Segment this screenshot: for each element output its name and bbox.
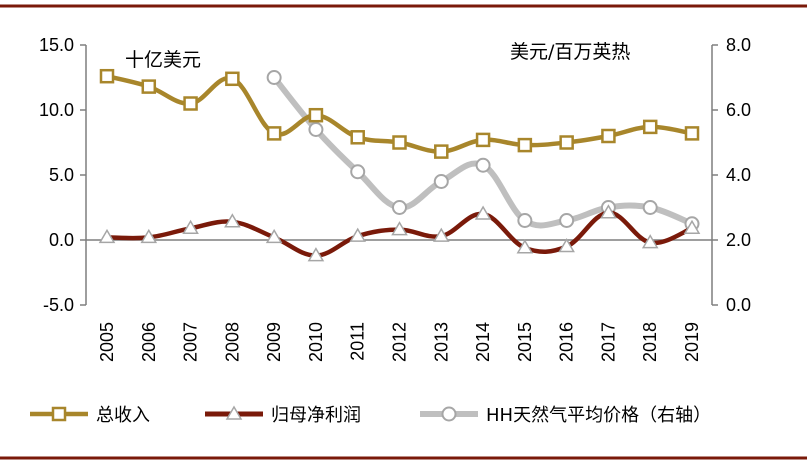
series-1-point bbox=[642, 119, 658, 135]
x-axis-tick-label: 2007 bbox=[181, 322, 201, 362]
series-3-point bbox=[308, 122, 324, 137]
x-axis-tick-label: 2015 bbox=[515, 322, 535, 362]
series-2-point bbox=[641, 234, 659, 249]
legend-label: HH天然气平均价格（右轴） bbox=[486, 405, 711, 426]
series-layer bbox=[98, 68, 701, 262]
series-2-point bbox=[265, 228, 283, 244]
x-axis-tick-label: 2017 bbox=[598, 322, 618, 362]
series-2-point bbox=[558, 238, 575, 253]
series-1-point bbox=[308, 107, 324, 123]
x-axis-tick-label: 2005 bbox=[97, 322, 117, 362]
left-axis-tick-label: 5.0 bbox=[49, 165, 74, 185]
series-3-point bbox=[350, 164, 366, 180]
series-1-point bbox=[601, 128, 616, 144]
series-2-point bbox=[98, 228, 116, 244]
series-2-point bbox=[349, 227, 367, 242]
x-axis-tick-label: 2009 bbox=[264, 322, 284, 362]
series-1-point bbox=[559, 135, 574, 150]
left-axis-tick-label: 10.0 bbox=[39, 100, 74, 120]
x-axis-tick-label: 2010 bbox=[306, 322, 326, 362]
series-3-point bbox=[266, 70, 282, 85]
left-axis-tick-label: 15.0 bbox=[39, 35, 74, 55]
series-1-point bbox=[350, 130, 365, 145]
x-axis-tick-label: 2011 bbox=[348, 322, 368, 361]
left-axis-tick-label: 0.0 bbox=[49, 230, 74, 250]
legend-swatch-marker bbox=[225, 405, 243, 420]
series-3-point bbox=[433, 174, 449, 189]
x-axis-tick-label: 2008 bbox=[222, 322, 242, 362]
right-axis-tick-label: 8.0 bbox=[726, 35, 751, 55]
series-1-point bbox=[517, 137, 533, 153]
x-axis-tick-label: 2012 bbox=[390, 322, 410, 362]
ticks-layer: -5.0 0.0 5.0 10.0 15.0 0.0 2.0 4.0 6.0 8.0 2005 200… bbox=[39, 35, 751, 362]
right-axis-tick-label: 0.0 bbox=[726, 295, 751, 315]
right-axis-tick-label: 4.0 bbox=[726, 165, 751, 185]
series-3-point bbox=[475, 157, 491, 173]
series-1-point bbox=[475, 132, 491, 148]
series-3-line bbox=[271, 74, 695, 229]
series-2-point bbox=[516, 239, 534, 254]
series-3-point bbox=[642, 200, 658, 215]
series-3-point bbox=[392, 200, 407, 215]
series-2-point bbox=[474, 205, 492, 220]
series-3-point bbox=[517, 213, 533, 228]
legend-swatch-marker bbox=[51, 406, 67, 422]
legend-label: 归母净利润 bbox=[271, 405, 361, 426]
series-2-point bbox=[391, 221, 408, 236]
series-2-point bbox=[432, 227, 450, 242]
left-axis-unit-label: 十亿美元 bbox=[125, 49, 201, 71]
series-3-point bbox=[559, 213, 575, 228]
legend-label: 总收入 bbox=[96, 405, 150, 426]
right-axis-tick-label: 6.0 bbox=[726, 100, 751, 120]
right-axis-tick-label: 2.0 bbox=[726, 230, 751, 250]
series-2-point bbox=[307, 247, 325, 262]
series-2-point bbox=[224, 213, 241, 228]
x-axis-tick-label: 2006 bbox=[139, 322, 159, 362]
series-1-point bbox=[225, 71, 240, 87]
series-2-point bbox=[600, 204, 617, 219]
right-axis-unit-label: 美元/百万英热 bbox=[510, 41, 630, 63]
series-1-point bbox=[183, 96, 198, 111]
x-axis-tick-label: 2018 bbox=[640, 322, 660, 362]
series-1-point bbox=[684, 126, 700, 141]
series-1-point bbox=[434, 144, 449, 159]
x-axis-tick-label: 2019 bbox=[682, 322, 702, 362]
series-2-point bbox=[182, 219, 199, 235]
series-2-point bbox=[140, 228, 158, 244]
x-axis-tick-label: 2013 bbox=[431, 322, 451, 362]
legend-swatch-marker bbox=[441, 406, 457, 422]
series-2-point bbox=[683, 219, 701, 235]
series-1-point bbox=[99, 68, 115, 84]
series-1-point bbox=[392, 135, 407, 150]
legend: 总收入 归母净利润 HH天然气平均价格（右轴） bbox=[30, 405, 711, 426]
x-axis-tick-label: 2016 bbox=[557, 322, 577, 362]
left-axis-tick-label: -5.0 bbox=[43, 295, 74, 315]
x-axis-tick-label: 2014 bbox=[473, 322, 493, 362]
series-1-point bbox=[266, 126, 282, 141]
series-1-point bbox=[141, 79, 157, 94]
